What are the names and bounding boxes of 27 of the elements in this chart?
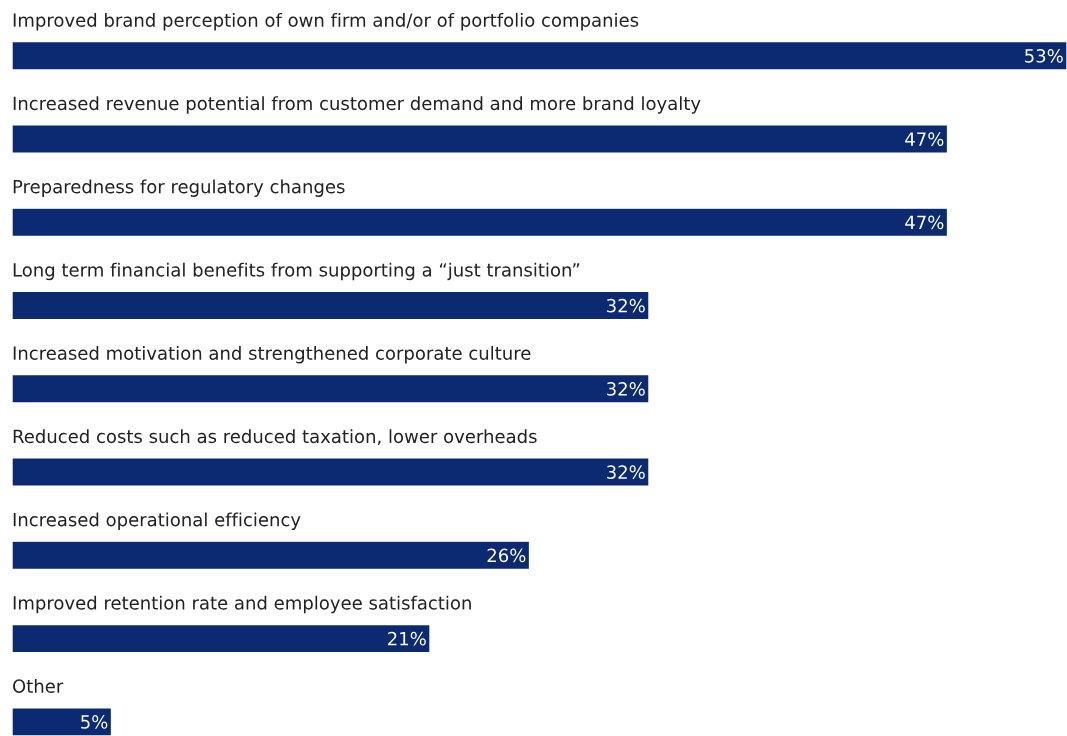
bar bbox=[12, 706, 113, 736]
data-label: 32% bbox=[607, 382, 645, 396]
data-label: 26% bbox=[487, 548, 526, 563]
bar bbox=[12, 540, 531, 571]
bar bbox=[12, 124, 949, 154]
y-tick-label: Improved brand perception of own firm and/or of portfolio companies bbox=[13, 12, 639, 31]
bar bbox=[12, 623, 431, 654]
data-label: 5% bbox=[81, 715, 108, 729]
y-tick-label: Increased motivation and strengthened corporate culture bbox=[13, 345, 531, 364]
bar bbox=[12, 207, 949, 238]
data-label: 53% bbox=[1025, 49, 1063, 63]
data-label: 21% bbox=[388, 631, 426, 646]
y-tick-label: Reduced costs such as reduced taxation, lower overheads bbox=[13, 429, 537, 446]
bar bbox=[12, 290, 650, 321]
y-tick-label: Improved retention rate and employee satisfaction bbox=[13, 595, 471, 614]
y-tick-label: Increased operational efficiency bbox=[13, 512, 301, 530]
data-label: 32% bbox=[607, 465, 645, 479]
data-label: 47% bbox=[905, 132, 944, 146]
bar bbox=[12, 457, 650, 487]
data-label: 32% bbox=[607, 298, 645, 313]
y-tick-label: Increased revenue potential from customer demand and more brand loyalty bbox=[13, 96, 701, 114]
data-label: 47% bbox=[905, 215, 944, 230]
y-tick-label: Long term financial benefits from supporting a “just transition” bbox=[13, 262, 580, 281]
bar bbox=[12, 40, 1067, 71]
y-tick-label: Preparedness for regulatory changes bbox=[13, 179, 345, 197]
y-tick-label: Other bbox=[13, 678, 64, 693]
bar bbox=[12, 373, 650, 404]
